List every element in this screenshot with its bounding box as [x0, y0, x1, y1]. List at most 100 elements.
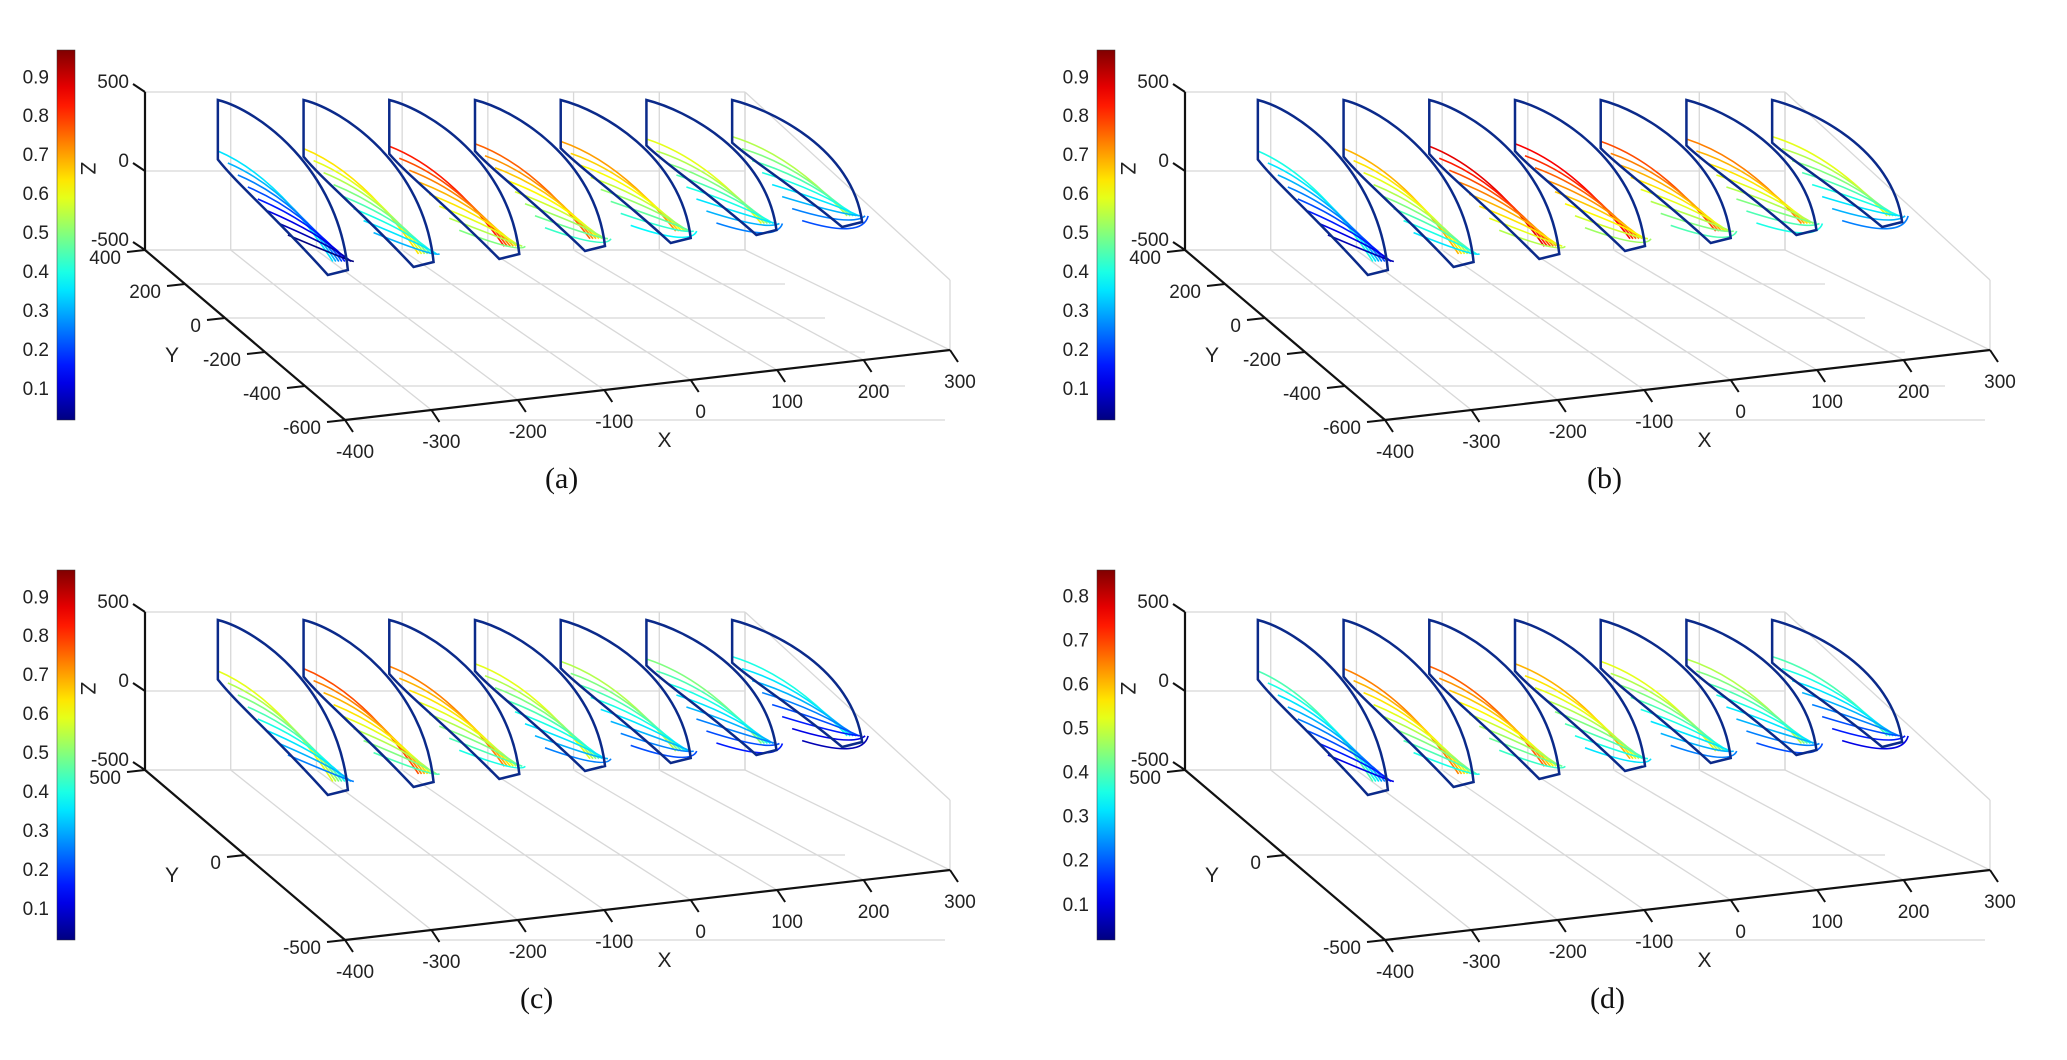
x-tick-label: -200 — [509, 942, 547, 963]
contour-line — [1297, 198, 1386, 262]
x-tick-label: 0 — [695, 922, 706, 943]
x-tick-label: -200 — [1549, 422, 1587, 443]
contour-line — [398, 157, 508, 247]
colorbar — [56, 49, 76, 421]
grid-line — [1784, 769, 1991, 871]
grid-line — [744, 249, 951, 351]
contour-line — [1363, 691, 1466, 775]
colorbar-tick-label: 0.7 — [1063, 630, 1089, 651]
contour-line — [313, 679, 423, 775]
x-tick-label: -400 — [1376, 442, 1414, 463]
x-tick — [1902, 359, 1913, 373]
x-tick — [344, 419, 354, 433]
contour-line — [1458, 701, 1554, 767]
colorbar-tick-label: 0.1 — [23, 379, 49, 400]
x-tick — [862, 359, 873, 373]
contour-line — [1438, 677, 1548, 767]
x-tick — [517, 399, 527, 413]
z-tick — [1172, 682, 1186, 692]
contour-line — [1363, 171, 1466, 255]
x-tick — [689, 379, 700, 393]
x-tick — [1470, 929, 1481, 943]
y-tick — [126, 769, 146, 773]
y-tick — [126, 249, 146, 253]
colorbar-tick-label: 0.6 — [1063, 675, 1089, 696]
contour-line — [1353, 679, 1463, 775]
y-tick — [1206, 283, 1226, 287]
grid-line — [573, 769, 778, 891]
colorbar-tick-label: 0.5 — [1063, 719, 1089, 740]
slice-outline — [302, 98, 435, 269]
contour-slice — [473, 618, 612, 773]
x-tick — [1384, 939, 1394, 953]
contour-line — [398, 677, 508, 767]
x-tick-label: -200 — [509, 422, 547, 443]
x-tick — [430, 409, 441, 423]
y-tick — [326, 419, 346, 423]
colorbar-tick-label: 0.8 — [23, 626, 49, 647]
contour-line — [630, 224, 698, 239]
slice-outline — [216, 98, 350, 277]
z-tick — [132, 761, 146, 771]
contour-line — [458, 749, 526, 769]
contour-line — [1403, 219, 1478, 255]
x-tick-label: -400 — [336, 442, 374, 463]
contour-line — [1327, 234, 1395, 263]
colorbar-tick-label: 0.4 — [1063, 262, 1090, 283]
z-tick-label: 500 — [97, 72, 129, 93]
slice-outline — [388, 618, 521, 781]
contour-line — [646, 138, 763, 225]
contour-slice — [730, 98, 869, 230]
x-tick-label: -300 — [1462, 432, 1500, 453]
x-tick-label: -300 — [422, 432, 460, 453]
colorbar-tick-label: 0.9 — [1063, 67, 1089, 88]
x-tick — [1729, 379, 1740, 393]
contour-slice — [645, 618, 784, 757]
grid-line — [573, 249, 778, 371]
contour-line — [237, 694, 340, 782]
contour-slice — [1342, 98, 1480, 269]
contour-slice — [645, 98, 784, 237]
chart-svg-c: 0.9 0.8 0.7 0.6 0.5 0.4 0.3 0.2 0.1 500 0 -500 Z 500 0… — [23, 569, 976, 983]
x-tick — [776, 889, 786, 903]
contour-line — [1670, 224, 1738, 239]
y-tick-label: 0 — [1230, 316, 1241, 337]
colorbar-tick-label: 0.7 — [1063, 145, 1089, 166]
grid-line — [1784, 91, 1991, 281]
contour-slice — [1428, 618, 1566, 781]
colorbar-tick-label: 0.8 — [1063, 106, 1089, 127]
y-tick-label: 0 — [210, 853, 221, 874]
slice-outline — [1256, 98, 1390, 277]
contour-line — [646, 658, 763, 745]
z-axis-label: Z — [1116, 162, 1139, 175]
contour-slice — [730, 618, 869, 750]
y-tick — [226, 854, 246, 858]
y-tick — [1286, 351, 1306, 355]
panel-caption: (c) — [520, 982, 554, 1015]
contour-line — [257, 198, 346, 262]
contour-line — [1726, 186, 1814, 225]
contour-line — [1584, 747, 1652, 764]
y-tick — [166, 283, 186, 287]
colorbar-tick-label: 0.3 — [1063, 807, 1089, 828]
z-tick-label: 500 — [1137, 592, 1169, 613]
grid-line — [487, 769, 692, 901]
x-tick-label: 0 — [695, 402, 706, 423]
x-tick-label: 200 — [1898, 902, 1930, 923]
slice-outline — [559, 618, 693, 765]
contour-line — [1514, 663, 1631, 760]
x-tick-label: 300 — [1984, 372, 2016, 393]
contour-line — [458, 229, 526, 249]
z-tick — [1172, 761, 1186, 771]
x-tick — [1557, 919, 1567, 933]
contour-slice — [1770, 618, 1909, 750]
panel-caption: (d) — [1590, 982, 1625, 1015]
x-tick — [1816, 369, 1826, 383]
contour-line — [1438, 157, 1548, 247]
grid-line — [744, 91, 951, 281]
x-axis-label: X — [1698, 429, 1712, 452]
x-tick-label: 200 — [1898, 382, 1930, 403]
x-tick — [603, 909, 614, 923]
colorbar-tick-label: 0.3 — [1063, 301, 1089, 322]
contour-line — [1686, 138, 1803, 225]
